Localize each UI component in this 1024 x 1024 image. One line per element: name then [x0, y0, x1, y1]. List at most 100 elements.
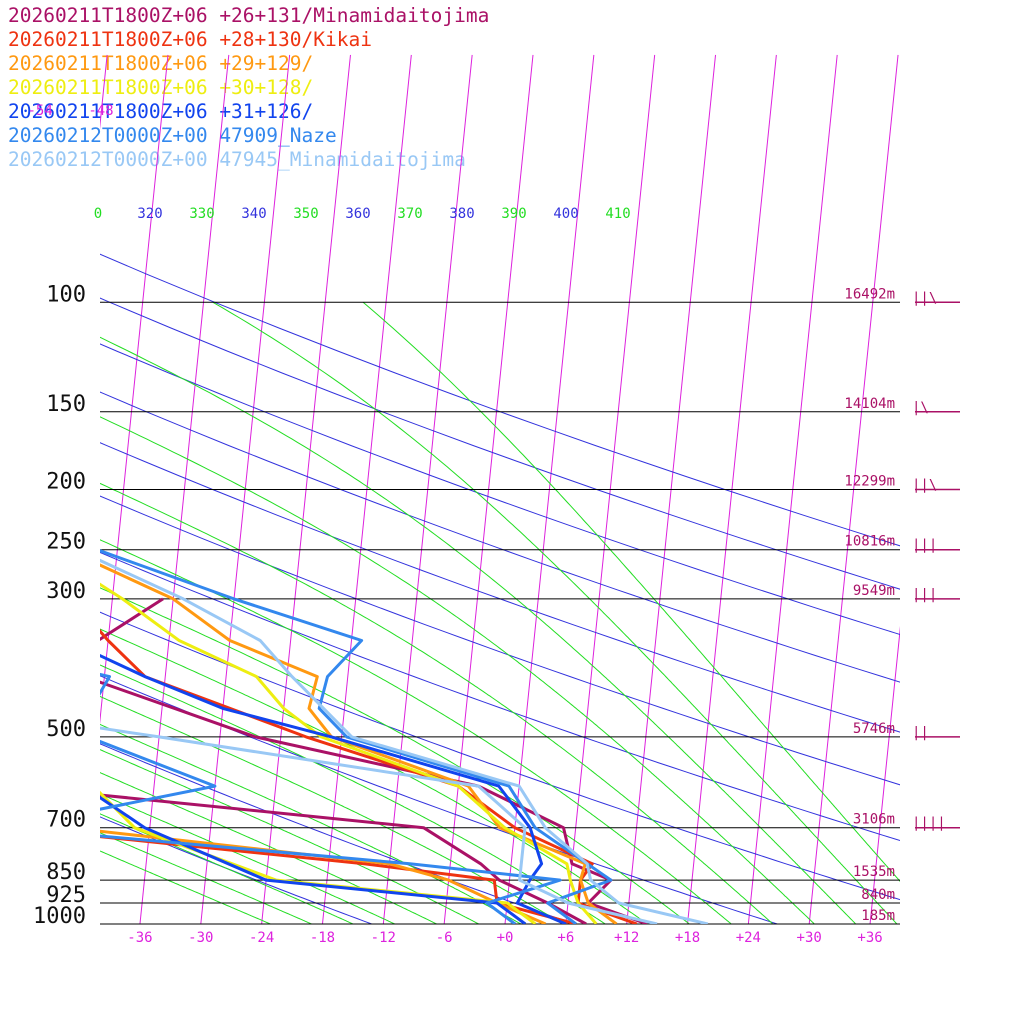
pressure-label: 1000: [33, 904, 86, 929]
temperature-tick-label: +6: [557, 930, 574, 946]
legend-entry: 20260212T0000Z+00 47909_Naze: [8, 124, 337, 147]
dry-adiabat-line: [100, 253, 900, 547]
height-label: 14104m: [844, 396, 895, 412]
temperature-profile-line: [100, 558, 709, 924]
dewpoint-profile-line: [100, 597, 587, 924]
moist-adiabat-line: [100, 664, 607, 924]
dewpoint-profile-line: [100, 835, 577, 924]
moist-adiabat-line: [100, 813, 355, 924]
theta-label: 400: [553, 206, 578, 222]
temperature-tick-label: -6: [436, 930, 453, 946]
temperature-tick-label: +36: [857, 930, 882, 946]
height-label: 185m: [861, 908, 895, 924]
dewpoint-profile-line: [100, 726, 658, 924]
height-label: 9549m: [853, 583, 895, 599]
height-label: 5746m: [853, 721, 895, 737]
theta-label: 340: [241, 206, 266, 222]
temperature-tick-label: -36: [127, 930, 152, 946]
temperature-tick-label: +18: [675, 930, 700, 946]
pressure-label: 200: [46, 469, 86, 494]
dry-adiabat-line: [100, 297, 900, 590]
pressure-label: 250: [46, 530, 86, 555]
dry-adiabat-line: [100, 816, 374, 924]
wind-barb-glyph: ||\: [912, 290, 937, 306]
dry-adiabat-line: [100, 551, 900, 842]
theta-label: 360: [345, 206, 370, 222]
height-label: 12299m: [844, 473, 895, 489]
theta-label: 0: [94, 206, 102, 222]
moist-adiabat-line: [100, 850, 272, 924]
temperature-tick-label: +24: [736, 930, 761, 946]
theta-label: 330: [189, 206, 214, 222]
pressure-label: 700: [46, 808, 86, 833]
dewpoint-profile-line: [100, 829, 547, 924]
dry-adiabat-line: [100, 495, 900, 786]
height-label: 840m: [861, 887, 895, 903]
legend-entry: 20260212T0000Z+00 47945_Minamidaitojima: [8, 148, 466, 171]
moist-adiabat-line: [100, 723, 523, 924]
pressure-label: 150: [46, 392, 86, 417]
isotherm-label: -48: [88, 103, 113, 119]
dewpoint-profile-line: [100, 672, 562, 924]
temperature-tick-label: -18: [310, 930, 335, 946]
moist-adiabat-line: [100, 539, 733, 924]
moist-adiabat-line: [100, 772, 438, 924]
moist-adiabat-line: [100, 416, 816, 924]
temperature-tick-label: -24: [249, 930, 274, 946]
legend-entry: 20260211T1800Z+06 +28+130/Kikai: [8, 28, 372, 51]
chart-legend: 20260211T1800Z+06 +26+131/Minamidaitojim…: [8, 4, 489, 172]
temperature-tick-label: -30: [188, 930, 213, 946]
pressure-label: 100: [46, 282, 86, 307]
dry-adiabat-line: [100, 743, 577, 924]
pressure-label: 925: [46, 883, 86, 908]
theta-label: 390: [501, 206, 526, 222]
moist-adiabat-line: [100, 482, 774, 924]
isotherm-line: [869, 625, 900, 924]
isotherm-line: [992, 55, 1024, 924]
isotherm-line: [0, 55, 46, 924]
isotherm-label: -54: [27, 103, 52, 119]
pressure-label: 850: [46, 860, 86, 885]
temperature-profile-line: [100, 563, 618, 924]
dry-adiabat-line: [100, 343, 900, 636]
theta-label: 410: [605, 206, 630, 222]
height-label: 16492m: [844, 286, 895, 302]
moist-adiabat-line: [100, 832, 313, 924]
legend-entry: 20260211T1800Z+06 +30+128/: [8, 76, 314, 99]
temperature-tick-label: +0: [497, 930, 514, 946]
height-label: 10816m: [844, 534, 895, 550]
height-label: 3106m: [853, 812, 895, 828]
dry-adiabat-line: [100, 675, 779, 924]
wind-barb-glyph: ||||: [912, 816, 946, 832]
pressure-label: 500: [46, 717, 86, 742]
temperature-tick-label: +12: [614, 930, 639, 946]
theta-label: 320: [137, 206, 162, 222]
legend-entry: 20260211T1800Z+06 +31+126/: [8, 100, 314, 123]
temperature-profile-line: [100, 582, 598, 924]
temperature-tick-label: +30: [797, 930, 822, 946]
height-label: 1535m: [853, 864, 895, 880]
moist-adiabat-line: [362, 301, 900, 882]
moist-adiabat-line: [100, 336, 857, 924]
theta-label: 350: [293, 206, 318, 222]
moist-adiabat-line: [212, 301, 898, 924]
moist-adiabat-line: [100, 695, 565, 924]
legend-entry: 20260211T1800Z+06 +26+131/Minamidaitojim…: [8, 4, 490, 27]
wind-barb-glyph: |\: [912, 400, 929, 416]
wind-barb-glyph: |||: [912, 538, 937, 554]
temperature-profile-line: [100, 653, 567, 924]
dry-adiabat-line: [100, 391, 900, 683]
temperature-tick-label: -12: [371, 930, 396, 946]
moist-adiabat-line: [100, 793, 396, 924]
legend-entry: 20260211T1800Z+06 +29+129/: [8, 52, 314, 75]
wind-barb-glyph: ||\: [912, 477, 937, 493]
theta-label: 370: [397, 206, 422, 222]
pressure-label: 300: [46, 579, 86, 604]
wind-barb-glyph: |||: [912, 587, 937, 603]
theta-label: 380: [449, 206, 474, 222]
dry-adiabat-line: [100, 442, 900, 733]
dry-adiabat-line: [100, 611, 900, 901]
dewpoint-profile-line: [100, 795, 527, 924]
temperature-profile-line: [100, 549, 613, 924]
